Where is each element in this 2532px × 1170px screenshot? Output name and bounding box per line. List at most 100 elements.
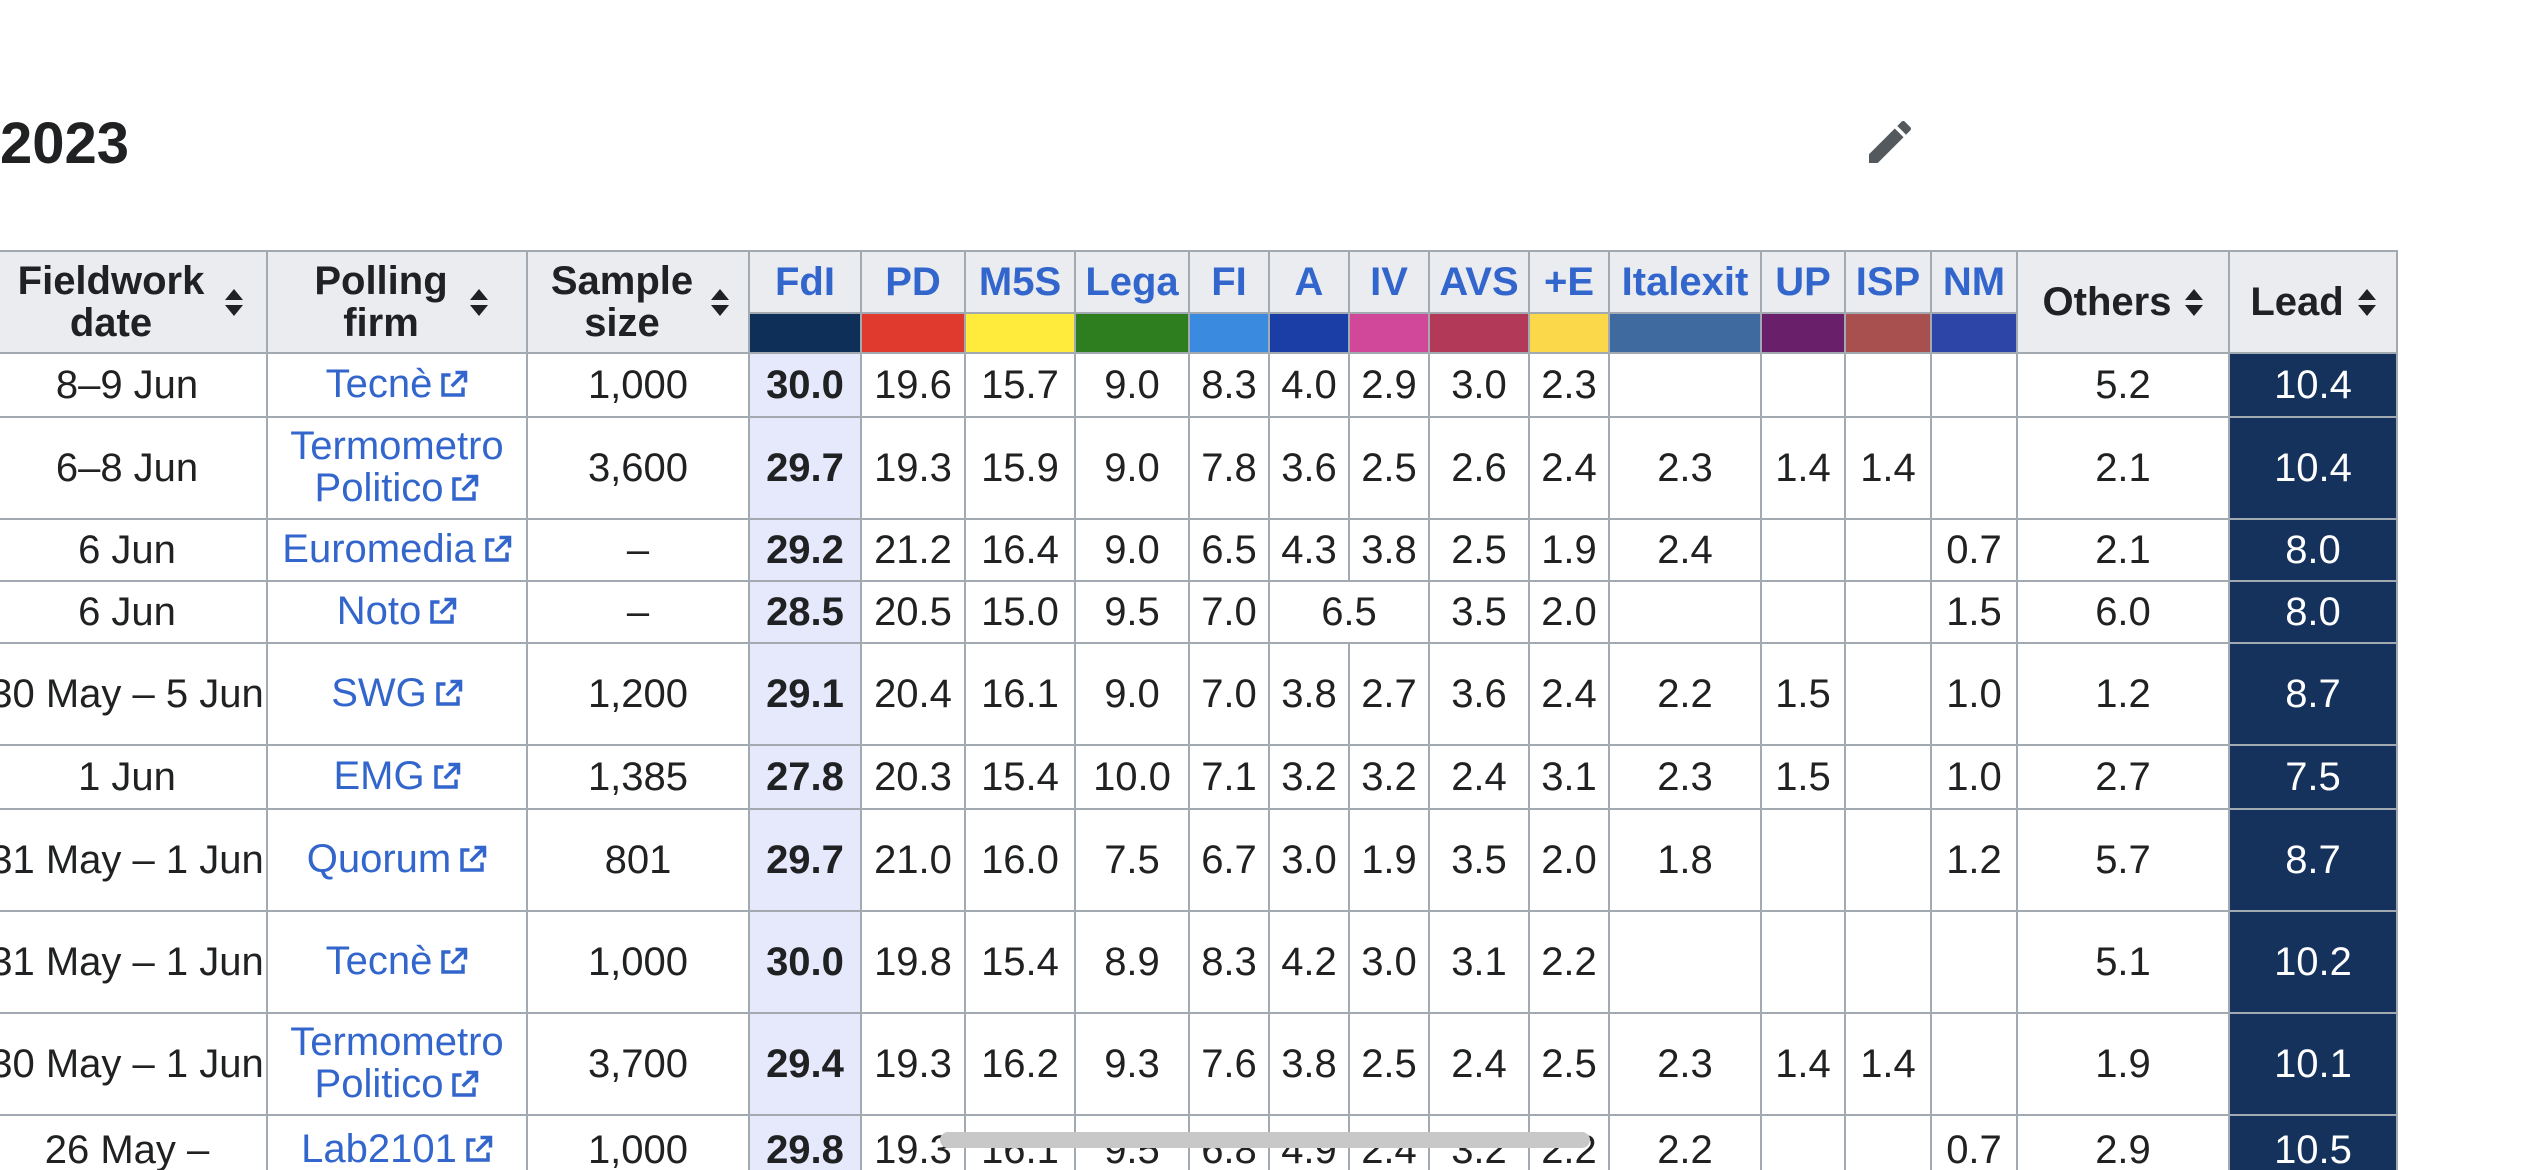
party-link-1[interactable]: PD: [860, 250, 966, 314]
col-header-firm[interactable]: Polling firm: [266, 250, 528, 354]
polling-firm-link[interactable]: Lab2101: [266, 1114, 528, 1170]
party-value-up: [1760, 518, 1846, 582]
party-value-isp: [1844, 518, 1932, 582]
party-link-6[interactable]: IV: [1348, 250, 1430, 314]
party-value-fi: 8.3: [1188, 352, 1270, 418]
party-value-italexit: [1608, 580, 1762, 644]
external-link-icon: [427, 593, 457, 635]
party-value-italexit: 2.3: [1608, 1012, 1762, 1116]
lead-value: 10.5: [2228, 1114, 2398, 1170]
col-header-date[interactable]: Fieldwork date: [0, 250, 268, 354]
party-value-fdi: 29.7: [748, 416, 862, 520]
party-value-pd: 21.2: [860, 518, 966, 582]
party-link-0[interactable]: FdI: [748, 250, 862, 314]
party-color-swatch: [1348, 312, 1430, 354]
others-value: 6.0: [2016, 580, 2230, 644]
party-link-7[interactable]: AVS: [1428, 250, 1530, 314]
party-value-nm: [1930, 352, 2018, 418]
party-value-lega: 9.0: [1074, 352, 1190, 418]
polling-firm-link[interactable]: EMG: [266, 744, 528, 810]
table-row: 26 May – Lab2101 1,000 29.8 19.3 16.1 9.5 6.8 4.…: [0, 1114, 2398, 1170]
party-value-m5s: 16.4: [964, 518, 1076, 582]
party-value-nm: 1.0: [1930, 642, 2018, 746]
party-value-italexit: [1608, 352, 1762, 418]
polling-firm-link[interactable]: Euromedia: [266, 518, 528, 582]
polling-firm-link[interactable]: Noto: [266, 580, 528, 644]
section-title: 2023: [0, 111, 130, 176]
party-link-10[interactable]: UP: [1760, 250, 1846, 314]
party-value-e: 2.0: [1528, 580, 1610, 644]
party-color-swatch: [1930, 312, 2018, 354]
party-value-up: [1760, 808, 1846, 912]
party-value-avs: 2.4: [1428, 1012, 1530, 1116]
party-value-up: 1.4: [1760, 416, 1846, 520]
fieldwork-date: 31 May – 1 Jun: [0, 910, 268, 1014]
lead-value: 8.7: [2228, 642, 2398, 746]
party-value-a: 4.2: [1268, 910, 1350, 1014]
party-color-swatch: [1428, 312, 1530, 354]
party-value-up: [1760, 580, 1846, 644]
party-value-e: 2.4: [1528, 416, 1610, 520]
party-link-12[interactable]: NM: [1930, 250, 2018, 314]
external-link-icon: [431, 758, 461, 800]
party-value-e: 2.4: [1528, 642, 1610, 746]
party-value-a: 4.0: [1268, 352, 1350, 418]
party-value-a: 4.3: [1268, 518, 1350, 582]
party-value-m5s: 16.1: [964, 642, 1076, 746]
col-header-date-label: Fieldwork date: [17, 259, 205, 345]
sample-size: 1,000: [526, 1114, 750, 1170]
party-value-e: 1.9: [1528, 518, 1610, 582]
party-value-nm: 1.2: [1930, 808, 2018, 912]
party-value-isp: [1844, 1114, 1932, 1170]
party-link-8[interactable]: +E: [1528, 250, 1610, 314]
col-header-sample[interactable]: Sample size: [526, 250, 750, 354]
external-link-icon: [449, 1066, 479, 1108]
polling-firm-name: Termometro Politico: [290, 1019, 504, 1106]
party-link-11[interactable]: ISP: [1844, 250, 1932, 314]
party-link-2[interactable]: M5S: [964, 250, 1076, 314]
party-value-lega: 8.9: [1074, 910, 1190, 1014]
party-link-3[interactable]: Lega: [1074, 250, 1190, 314]
sort-icon: [711, 288, 729, 316]
polling-firm-name: Noto: [336, 588, 422, 633]
polling-firm-link[interactable]: Quorum: [266, 808, 528, 912]
party-link-5[interactable]: A: [1268, 250, 1350, 314]
party-value-italexit: 2.4: [1608, 518, 1762, 582]
polling-firm-link[interactable]: Termometro Politico: [266, 416, 528, 520]
party-value-pd: 20.5: [860, 580, 966, 644]
party-value-isp: 1.4: [1844, 1012, 1932, 1116]
others-value: 2.7: [2016, 744, 2230, 810]
polling-firm-link[interactable]: Tecnè: [266, 352, 528, 418]
col-header-sample-label: Sample size: [550, 259, 694, 345]
party-value-pd: 19.8: [860, 910, 966, 1014]
table-scroll-container[interactable]: Fieldwork date Polling firm Sample size: [0, 250, 2532, 1170]
party-value-iv: 1.9: [1348, 808, 1430, 912]
party-value-italexit: 2.2: [1608, 642, 1762, 746]
party-link-4[interactable]: FI: [1188, 250, 1270, 314]
polling-firm-link[interactable]: Tecnè: [266, 910, 528, 1014]
edit-section-button[interactable]: [1860, 112, 1920, 172]
polling-firm-link[interactable]: SWG: [266, 642, 528, 746]
col-header-others[interactable]: Others: [2016, 250, 2230, 354]
party-value-avs: 3.5: [1428, 808, 1530, 912]
party-value-nm: 1.0: [1930, 744, 2018, 810]
col-header-firm-label: Polling firm: [314, 259, 448, 345]
party-value-fdi: 29.1: [748, 642, 862, 746]
polling-firm-link[interactable]: Termometro Politico: [266, 1012, 528, 1116]
party-value-pd: 20.3: [860, 744, 966, 810]
table-row: 6–8 Jun Termometro Politico 3,600 29.7 19.3 1…: [0, 416, 2398, 520]
fieldwork-date: 30 May – 5 Jun: [0, 642, 268, 746]
table-row: 31 May – 1 Jun Quorum 801 29.7 21.0 16.0 7.5 6.…: [0, 808, 2398, 912]
party-value-fdi: 30.0: [748, 910, 862, 1014]
party-value-e: 2.3: [1528, 352, 1610, 418]
others-value: 1.9: [2016, 1012, 2230, 1116]
col-header-lead[interactable]: Lead: [2228, 250, 2398, 354]
polling-firm-name: SWG: [331, 670, 427, 715]
party-link-9[interactable]: Italexit: [1608, 250, 1762, 314]
party-value-iv: 2.5: [1348, 416, 1430, 520]
party-value-avs: 3.0: [1428, 352, 1530, 418]
others-value: 5.7: [2016, 808, 2230, 912]
party-value-iv: 2.9: [1348, 352, 1430, 418]
fieldwork-date: 6 Jun: [0, 518, 268, 582]
horizontal-scrollbar[interactable]: [940, 1132, 1590, 1148]
